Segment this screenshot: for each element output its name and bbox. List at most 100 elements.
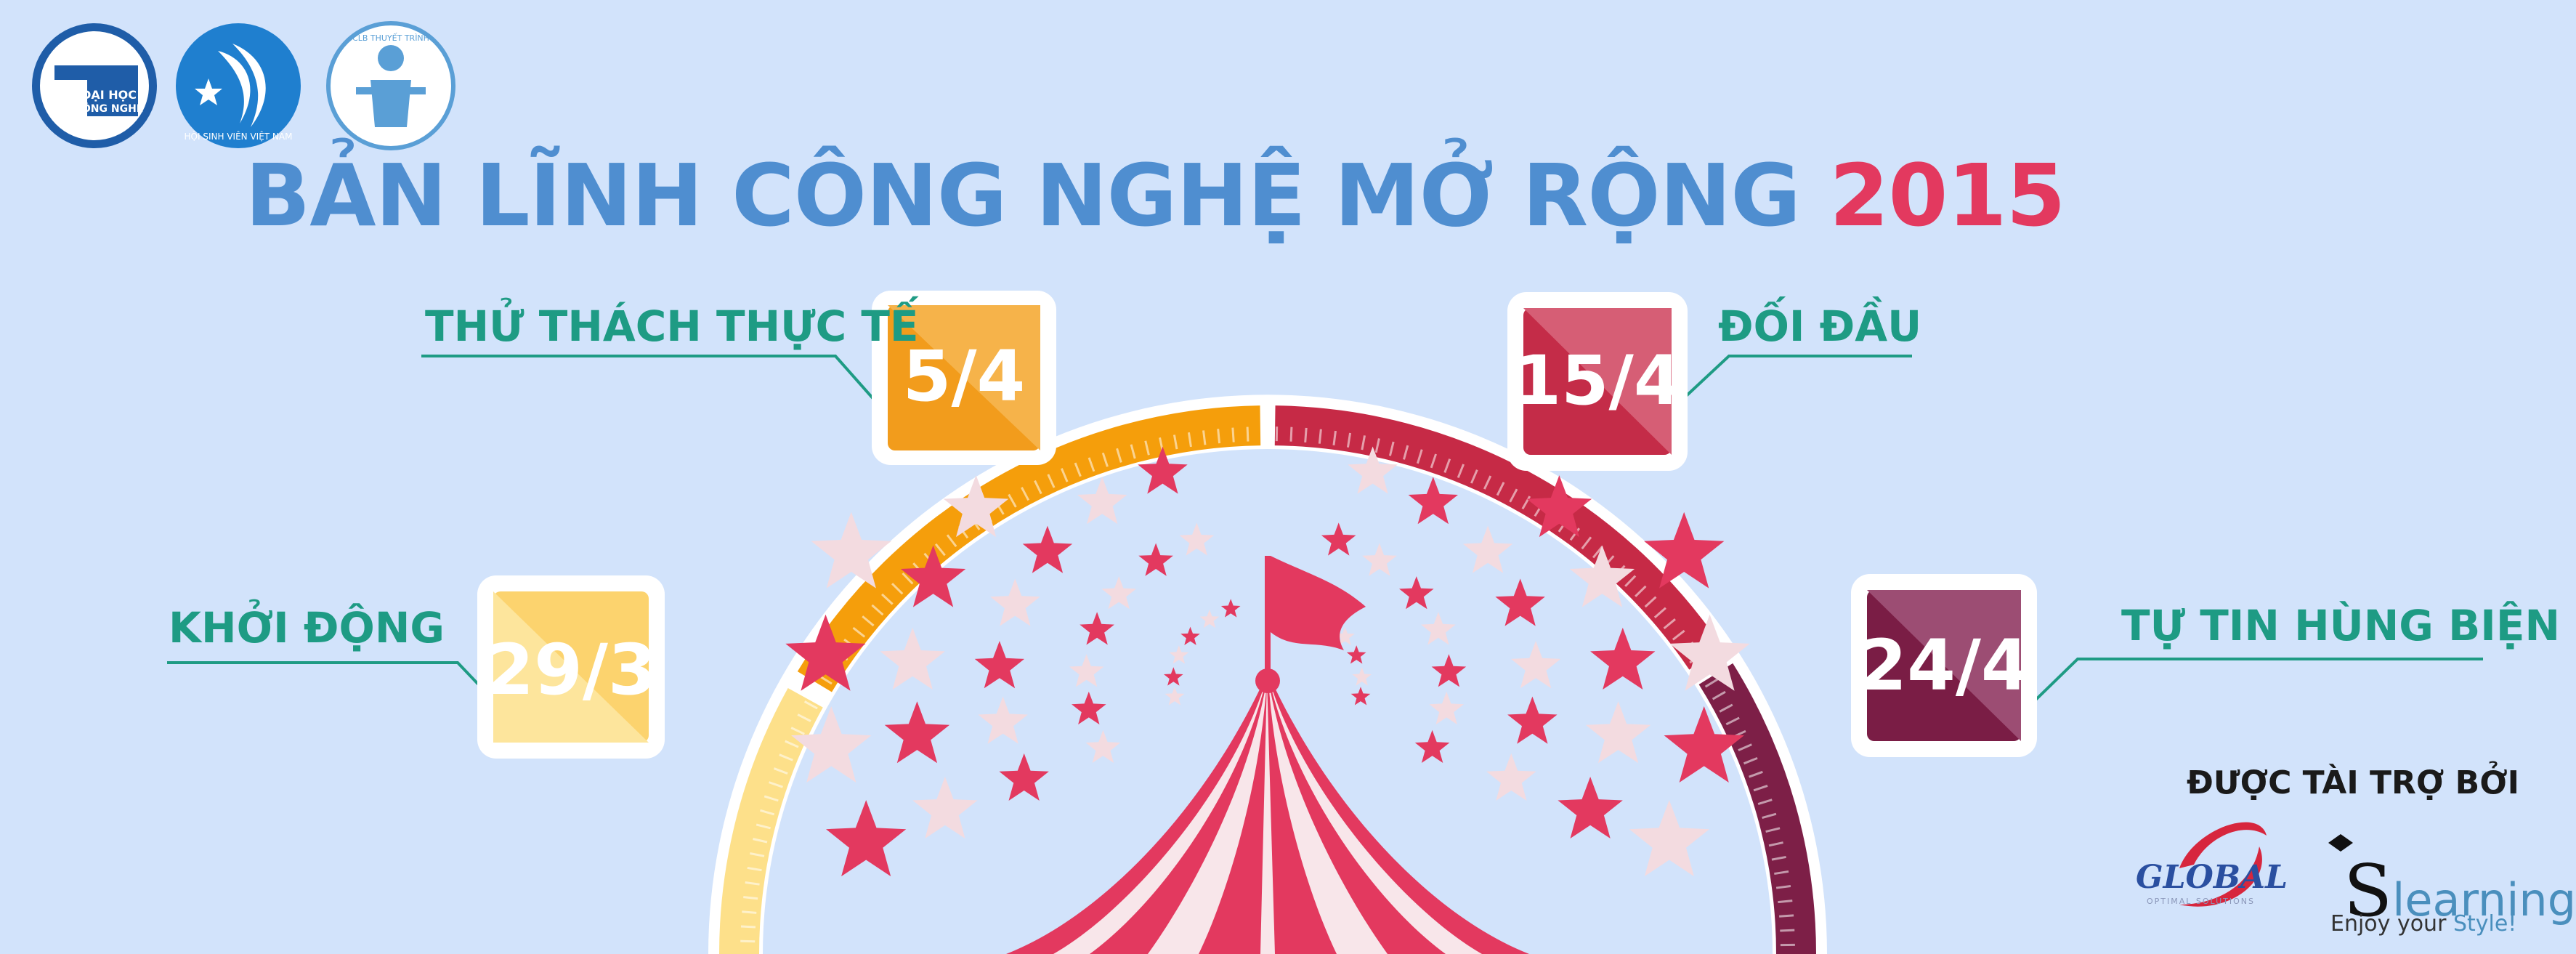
arc-tick — [1231, 427, 1235, 442]
arc-tick — [1332, 430, 1337, 446]
date-box-khoi-dong — [477, 575, 665, 759]
star-large — [884, 701, 950, 764]
arc-tick — [1130, 444, 1136, 459]
arc-tick — [1725, 716, 1740, 726]
arc-tick — [797, 714, 811, 722]
title-main: BẢN LĨNH CÔNG NGHỆ MỞ RỘNG — [245, 145, 1801, 246]
star-small — [990, 578, 1040, 626]
dai-hoc-cong-nghe-logo-text: ĐẠI HỌC — [81, 88, 137, 102]
star-small — [1462, 525, 1513, 573]
connector-khoi-dong — [167, 661, 503, 710]
slearning-tagline: Enjoy your Style! — [2330, 911, 2516, 937]
date-box-thu-thach — [872, 291, 1056, 465]
connector-doi-dau — [1673, 355, 1912, 408]
arc-tick — [1047, 474, 1056, 488]
arc-tick — [743, 896, 758, 900]
arc-tick — [1768, 841, 1783, 847]
svg-text:HỘI SINH VIÊN VIỆT NAM: HỘI SINH VIÊN VIỆT NAM — [185, 131, 293, 142]
arc-tick — [1743, 756, 1758, 765]
star-small — [1164, 667, 1183, 686]
star-large — [1629, 800, 1709, 877]
star-small — [1085, 729, 1121, 763]
arc-tick — [1318, 429, 1322, 444]
arc-tick — [819, 675, 833, 685]
arc-tick — [1592, 546, 1603, 559]
round-label-doi-dau: ĐỐI ĐẦU — [1718, 302, 1922, 351]
arc-tick — [1774, 870, 1789, 876]
arc-tick — [1304, 427, 1308, 443]
arc-tick — [1581, 536, 1592, 550]
star-small — [1077, 477, 1127, 525]
star-large — [943, 475, 1009, 538]
arc-tick — [1346, 432, 1352, 448]
star-small — [1220, 599, 1241, 618]
arc-tick — [1361, 435, 1366, 450]
arc-tick — [1496, 482, 1505, 496]
star-small — [1022, 525, 1073, 573]
arc-tick — [1757, 799, 1773, 806]
star-large — [1558, 777, 1623, 838]
arc-tick — [811, 687, 825, 698]
arc-tick — [1470, 469, 1478, 484]
arc-tick — [1060, 468, 1069, 482]
arc-tick — [1653, 607, 1666, 618]
star-small — [1335, 626, 1355, 645]
arc-tick — [1663, 618, 1676, 630]
hoi-sinh-vien-viet-nam-logo: HỘI SINH VIÊN VIỆT NAM — [176, 23, 301, 148]
arc-tick — [1144, 440, 1150, 456]
arc-tick — [1509, 488, 1518, 503]
arc-tick — [790, 727, 805, 735]
round-label-khoi-dong: KHỞI ĐỘNG — [169, 603, 445, 652]
sponsors-heading: ĐƯỢC TÀI TRỢ BỞI — [2187, 764, 2520, 801]
star-small — [1069, 654, 1104, 687]
arc-tick — [891, 583, 904, 595]
arc-tick — [745, 881, 760, 886]
arc-tick — [871, 604, 884, 616]
arc-tick — [1521, 496, 1531, 510]
arc-tick — [1008, 493, 1017, 508]
arc-tick — [1762, 812, 1777, 819]
date-box-doi-dau — [1507, 292, 1688, 471]
arc-tick — [747, 866, 762, 872]
arc-tick — [1289, 427, 1293, 442]
arc-tick — [1719, 703, 1733, 713]
slearning-logo — [2328, 834, 2353, 852]
star-small — [1179, 522, 1215, 556]
star-small — [1101, 576, 1136, 610]
arc-tick — [862, 615, 875, 627]
arc-tick — [1416, 449, 1423, 464]
arc-tick — [1034, 480, 1042, 495]
svg-text:CÔNG NGHỆ: CÔNG NGHỆ — [75, 102, 144, 115]
star-small — [1180, 626, 1200, 645]
star-small — [1495, 578, 1545, 626]
arc-tick — [773, 767, 788, 775]
star-small — [1138, 543, 1173, 576]
arc-tick — [1635, 585, 1647, 597]
arc-tick — [740, 925, 756, 929]
arc-tick — [1202, 430, 1207, 445]
arc-tick — [934, 543, 946, 557]
star-small — [1421, 612, 1456, 645]
slearning-tagline-start: Enjoy your — [2330, 911, 2453, 937]
arc-tick — [1457, 464, 1465, 479]
arc-tick — [1569, 527, 1580, 541]
arc-segment-doi-dau — [1274, 405, 1722, 670]
star-large — [1664, 706, 1744, 783]
round-label-thu-thach-thuc-te: THỬ THÁCH THỰC TẾ — [425, 302, 919, 351]
star-small — [1352, 667, 1372, 686]
title-year: 2015 — [1829, 145, 2065, 246]
star-small — [999, 753, 1049, 801]
arc-segment-khoi-dong — [719, 687, 823, 954]
arc-tick — [1712, 690, 1726, 700]
star-large — [912, 777, 978, 838]
slearning-tagline-highlight: Style! — [2453, 911, 2517, 937]
star-large — [811, 512, 891, 589]
arc-tick — [1246, 427, 1249, 442]
date-box-tu-tin — [1851, 574, 2037, 757]
arc-tick — [1374, 438, 1380, 453]
arc-tick — [1749, 770, 1763, 778]
slearning-name: learning — [2392, 873, 2576, 926]
arc-tick — [1780, 929, 1795, 932]
